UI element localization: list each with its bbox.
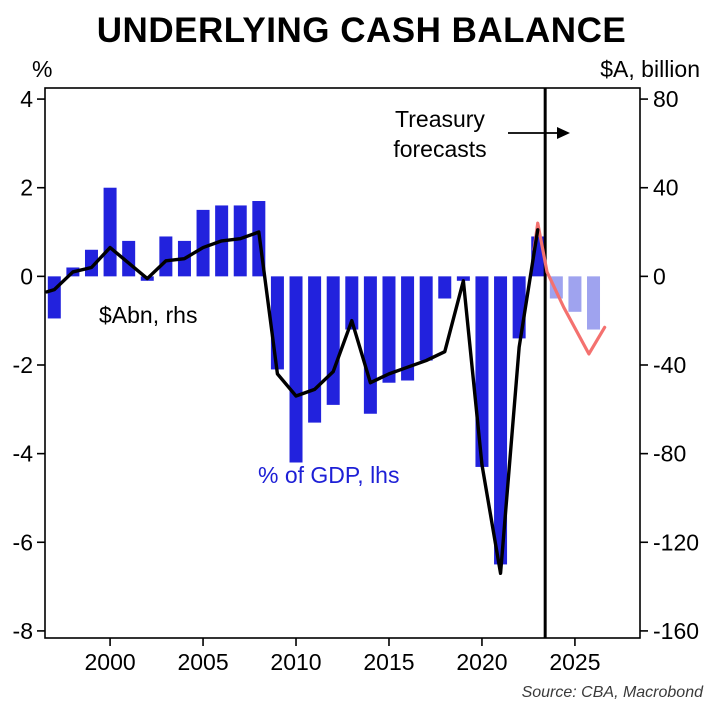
bar-pct-gdp — [196, 209, 210, 277]
left-axis-tick-label: 4 — [20, 86, 33, 112]
left-axis-tick-label: -2 — [13, 352, 33, 378]
bar-pct-gdp — [270, 276, 284, 370]
right-axis-unit-label: $A, billion — [600, 56, 700, 82]
bar-series-label: % of GDP, lhs — [258, 462, 400, 488]
forecast-bar-pct-gdp — [587, 276, 601, 330]
left-axis-tick-label: -6 — [13, 529, 33, 555]
right-axis-tick-label: 0 — [653, 263, 666, 289]
x-axis-tick-label: 2025 — [549, 649, 600, 675]
source-credit: Source: CBA, Macrobond — [521, 684, 703, 701]
bar-pct-gdp — [326, 276, 340, 405]
x-axis-tick-label: 2010 — [270, 649, 321, 675]
bar-pct-gdp — [233, 205, 247, 277]
plot-border — [44, 87, 641, 639]
x-axis-tick-label: 2000 — [84, 649, 135, 675]
bar-pct-gdp — [475, 276, 489, 467]
bar-pct-gdp — [103, 187, 117, 277]
bar-pct-gdp — [456, 276, 470, 281]
bar-pct-gdp — [47, 276, 61, 319]
left-axis-tick-label: -8 — [13, 618, 33, 644]
treasury-forecasts-annotation: Treasury forecasts — [352, 104, 528, 164]
treasury-annotation-line1: Treasury — [395, 106, 485, 132]
right-axis-tick-label: -160 — [653, 618, 699, 644]
x-axis-tick-label: 2020 — [456, 649, 507, 675]
x-axis-tick-label: 2015 — [363, 649, 414, 675]
forecast-bar-pct-gdp — [568, 276, 582, 312]
bar-pct-gdp — [345, 276, 359, 330]
left-axis-unit-label: % — [32, 56, 53, 82]
bar-pct-gdp — [308, 276, 322, 423]
right-axis-tick-label: -120 — [653, 529, 699, 555]
right-axis-tick-label: -80 — [653, 441, 686, 467]
forecast-line — [532, 221, 607, 356]
right-axis-tick-label: 80 — [653, 86, 679, 112]
right-axis-tick-label: -40 — [653, 352, 686, 378]
x-axis-tick-label: 2005 — [177, 649, 228, 675]
treasury-annotation-line2: forecasts — [393, 136, 487, 162]
bar-pct-gdp — [438, 276, 452, 299]
bar-pct-gdp — [382, 276, 396, 383]
chart-title: UNDERLYING CASH BALANCE — [96, 11, 627, 50]
bar-pct-gdp — [401, 276, 415, 381]
right-axis-tick-label: 40 — [653, 175, 679, 201]
bar-pct-gdp — [419, 276, 433, 361]
history-line — [45, 228, 540, 575]
treasury-arrowhead — [557, 127, 570, 139]
left-axis-tick-label: -4 — [13, 441, 34, 467]
bar-pct-gdp — [159, 236, 173, 277]
left-axis-tick-label: 0 — [20, 263, 33, 289]
bar-pct-gdp — [289, 276, 303, 463]
left-axis-tick-label: 2 — [20, 175, 33, 201]
bar-pct-gdp — [363, 276, 377, 414]
line-series-label: $Abn, rhs — [99, 302, 198, 328]
bar-pct-gdp — [494, 276, 508, 565]
